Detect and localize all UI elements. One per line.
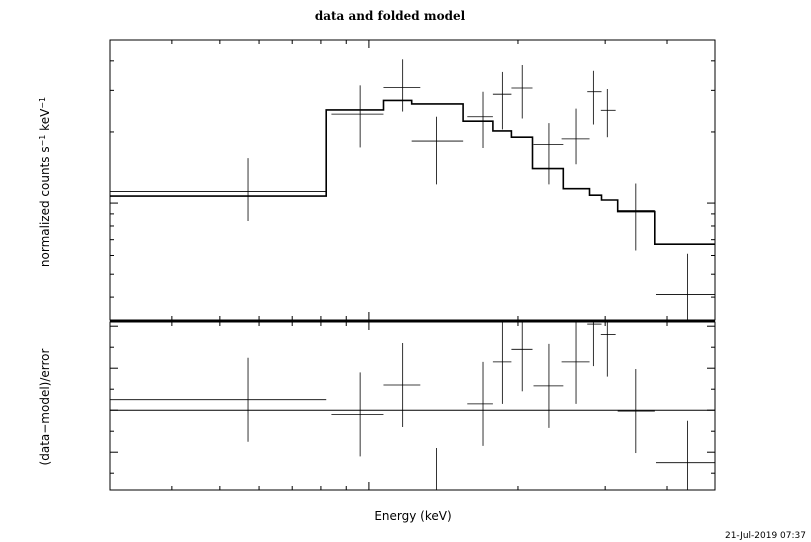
upper-y-axis-label-sup2: −1 (38, 97, 47, 109)
lower-data-layer (110, 322, 715, 490)
lower-plot-frame (109, 321, 716, 491)
upper-plot-frame (109, 39, 716, 321)
upper-y-axis-label: normalized counts s−1 keV−1 (38, 97, 53, 267)
chart-title: data and folded model (315, 9, 466, 23)
upper-panel (109, 39, 716, 322)
x-axis-label: Energy (keV) (374, 509, 451, 523)
upper-y-axis-label-main: normalized counts s (38, 146, 52, 267)
folded-model-line (110, 99, 715, 245)
timestamp: 21-Jul-2019 07:37 (725, 531, 806, 541)
lower-panel (109, 321, 716, 491)
upper-data-layer (110, 59, 715, 320)
lower-y-axis-label: (data−model)/error (38, 348, 52, 465)
upper-y-axis-label-mid: keV (38, 108, 52, 135)
upper-y-axis-label-sup1: −1 (38, 135, 47, 147)
